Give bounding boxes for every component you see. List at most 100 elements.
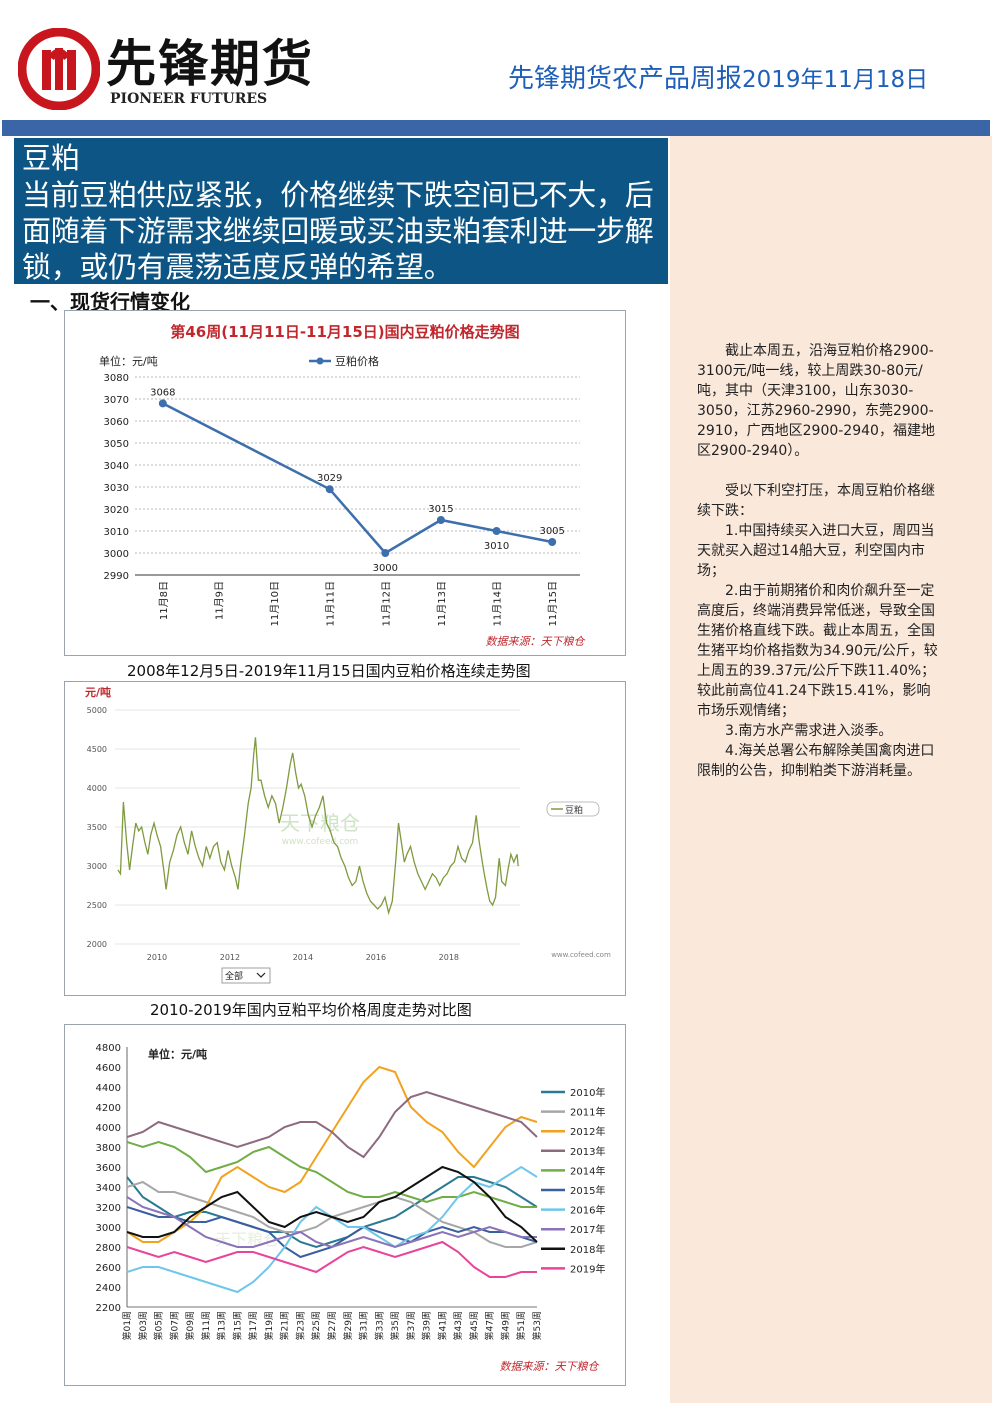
legend-box (546, 801, 600, 817)
commentary-spot-prices: 截止本周五，沿海豆粕价格2900-3100元/吨一线，较上周跌30-80元/吨，… (697, 341, 941, 461)
legend-label: 2018年 (570, 1243, 605, 1256)
series-line (126, 1090, 538, 1159)
chart-unit-label: 单位：元/吨 (148, 1047, 207, 1061)
y-tick-label: 3000 (96, 1223, 121, 1234)
legend-label: 2011年 (570, 1106, 605, 1119)
y-tick-label: 3050 (104, 439, 129, 450)
y-tick-label: 4400 (96, 1083, 121, 1094)
data-point (158, 399, 167, 408)
data-point (548, 538, 557, 546)
data-point (492, 527, 501, 535)
commentary-bearish-factors: 受以下利空打压，本周豆粕价格继续下跌： 1.中国持续买入进口大豆，周四当天就买入… (697, 481, 941, 781)
data-label: 3068 (150, 387, 175, 398)
x-tick-label: 第05周 (153, 1311, 165, 1340)
y-tick-label: 4500 (87, 745, 107, 754)
y-tick-label: 3000 (87, 862, 107, 871)
summary-box: 豆粕 当前豆粕供应紧张，价格继续下跌空间已不大，后面随着下游需求继续回暖或买油卖… (14, 138, 668, 284)
y-tick-label: 3070 (104, 395, 129, 406)
x-tick-label: 第21周 (279, 1311, 291, 1340)
x-tick-label: 第09周 (184, 1311, 196, 1340)
x-tick-label: 第29周 (342, 1311, 354, 1340)
x-tick-label: 第35周 (389, 1311, 401, 1340)
y-tick-label: 4000 (96, 1123, 121, 1134)
x-tick-label: 2018 (439, 953, 459, 962)
yearly-compare-chart: 单位：元/吨 2200 2400 2600 2800 3000 3200 3400 3600 38… (64, 1024, 626, 1386)
y-tick-label: 3800 (96, 1143, 121, 1154)
x-tick-label: 11月12日 (380, 581, 392, 626)
x-tick-label: 2010 (147, 953, 167, 962)
x-tick-label: 第53周 (531, 1311, 543, 1340)
data-label: 3005 (539, 526, 564, 537)
y-tick-label: 4200 (96, 1103, 121, 1114)
x-tick-label: 11月11日 (325, 581, 337, 626)
report-date: 2019年11月18日 (742, 67, 929, 93)
y-tick-label: 3060 (104, 417, 129, 428)
report-title-text: 先锋期货农产品周报 (508, 64, 743, 94)
series-line (126, 1140, 537, 1208)
legend-label: 2015年 (570, 1184, 605, 1197)
x-tick-label: 第15周 (231, 1311, 243, 1340)
footer-url: www.cofeed.com (551, 951, 611, 959)
y-tick-label: 3500 (87, 823, 107, 832)
data-point (325, 485, 334, 494)
x-tick-label: 第23周 (294, 1311, 306, 1340)
y-tick-label: 3040 (104, 461, 129, 472)
chart-source: 数据来源：天下粮仓 (500, 1360, 600, 1373)
range-selector (221, 967, 271, 984)
x-tick-label: 第11周 (200, 1311, 212, 1340)
chart-unit-label: 元/吨 (85, 685, 111, 699)
y-tick-label: 3000 (104, 549, 129, 560)
data-point (381, 549, 390, 557)
x-tick-label: 第03周 (137, 1311, 149, 1340)
range-selector-label: 全部 (225, 970, 243, 982)
x-tick-label: 11月13日 (436, 581, 448, 626)
y-tick-label: 3080 (104, 373, 129, 384)
x-tick-label: 第17周 (247, 1311, 259, 1340)
series-line (126, 1176, 538, 1249)
data-label: 3000 (373, 563, 398, 574)
x-tick-label: 第49周 (499, 1311, 511, 1340)
chevron-down-icon (256, 972, 266, 978)
x-tick-label: 第33周 (373, 1311, 385, 1340)
chart-watermark-url: www.cofeed.com (282, 837, 359, 847)
x-tick-label: 第45周 (468, 1311, 480, 1340)
commentary-item: 2.由于前期猪价和肉价飙升至一定高度后，终端消费异常低迷，导致全国生猪价格直线下… (697, 583, 938, 719)
data-point (436, 516, 445, 524)
x-tick-label: 第07周 (168, 1311, 180, 1340)
y-tick-label: 3200 (96, 1203, 121, 1214)
chart2-caption: 2008年12月5日-2019年11月15日国内豆粕价格连续走势图 (127, 662, 531, 680)
commentary-item: 1.中国持续买入进口大豆，周四当天就买入超过14船大豆，利空国内市场； (697, 523, 935, 579)
summary-text: 当前豆粕供应紧张，价格继续下跌空间已不大，后面随着下游需求继续回暖或买油卖粕套利… (22, 178, 654, 284)
legend-label: 2019年 (570, 1262, 605, 1275)
report-title: 先锋期货农产品周报2019年11月18日 (508, 58, 928, 95)
legend-label: 2017年 (570, 1223, 605, 1236)
series-line (126, 1196, 537, 1249)
x-tick-label: 11月15日 (547, 581, 559, 626)
header-divider (2, 120, 990, 136)
x-tick-label: 11月8日 (158, 581, 170, 620)
continuous-price-chart-svg: 元/吨 2000 2500 3000 3500 4000 4500 5000 天下粮仓 www.c… (85, 685, 611, 984)
y-tick-label: 3020 (104, 505, 129, 516)
legend-label: 豆粕价格 (335, 354, 379, 368)
x-tick-label: 第39周 (421, 1311, 433, 1340)
legend-label: 2010年 (570, 1086, 605, 1099)
y-tick-label: 2500 (87, 901, 107, 910)
y-tick-label: 2200 (96, 1303, 121, 1314)
x-tick-label: 第31周 (358, 1311, 370, 1340)
series-line (126, 1165, 538, 1294)
data-label: 3029 (317, 473, 342, 484)
commentary-intro: 受以下利空打压，本周豆粕价格继续下跌： (697, 483, 935, 519)
yearly-compare-chart-svg: 单位：元/吨 2200 2400 2600 2800 3000 3200 3400 3600 38… (96, 1043, 606, 1373)
y-tick-label: 2800 (96, 1243, 121, 1254)
y-tick-label: 3400 (96, 1183, 121, 1194)
legend-label: 2016年 (570, 1204, 605, 1217)
y-tick-label: 4000 (87, 784, 107, 793)
y-tick-label: 3030 (104, 483, 129, 494)
logo-english-name: PIONEER FUTURES (110, 91, 268, 107)
x-tick-label: 第27周 (326, 1311, 338, 1340)
y-tick-label: 4800 (96, 1043, 121, 1054)
company-logo-icon (17, 27, 101, 111)
x-tick-label: 第41周 (436, 1311, 448, 1340)
chart3-caption: 2010-2019年国内豆粕平均价格周度走势对比图 (150, 1001, 472, 1019)
y-tick-label: 2600 (96, 1263, 121, 1274)
